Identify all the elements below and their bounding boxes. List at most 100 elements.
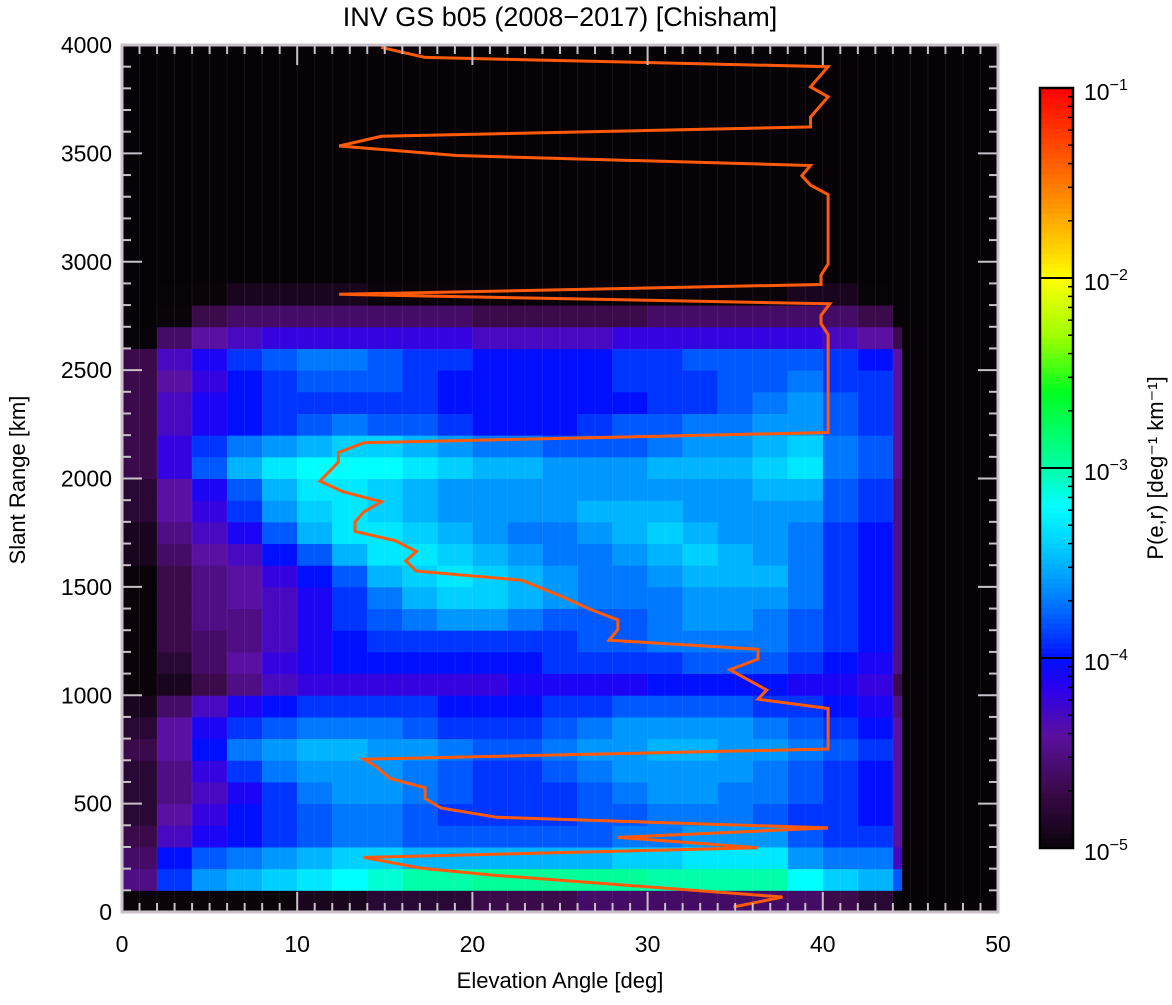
colorbar-segment [1040,643,1073,649]
heatmap-cell [507,825,543,848]
heatmap-cell [262,586,298,610]
heatmap-cell [752,435,789,458]
heatmap-cell [612,695,649,718]
heatmap-cell [332,890,368,913]
colorbar-segment [1040,288,1073,294]
colorbar-segment [1040,363,1073,369]
heatmap-cell [577,868,614,891]
heatmap-cell [542,825,579,848]
heatmap-cell [297,738,333,761]
colorbar-segment [1040,523,1073,529]
heatmap-cell [787,651,824,675]
colorbar-segment [1040,608,1073,614]
heatmap-cell [822,456,859,479]
heatmap-cell [262,673,298,696]
colorbar-segment [1040,543,1073,549]
colorbar-segment [1040,368,1073,374]
heatmap-cell [332,326,368,349]
heatmap-cell [122,890,158,913]
heatmap-cell [332,868,368,891]
heatmap-cell [192,565,228,588]
heatmap-cell [612,456,649,479]
colorbar-segment [1040,743,1073,749]
heatmap-cell [822,435,859,458]
heatmap-cell [437,716,473,740]
colorbar-segment [1040,798,1073,804]
heatmap-cell [332,738,368,761]
heatmap-cell [297,391,333,414]
heatmap-cell [612,521,649,545]
heatmap-cell [402,521,438,545]
heatmap-cell [787,391,824,414]
heatmap-cell [367,890,403,913]
colorbar-segment [1040,198,1073,204]
colorbar-segment [1040,503,1073,509]
colorbar-segment [1040,313,1073,319]
heatmap-cell [122,695,158,718]
heatmap-cell [647,738,684,761]
colorbar-segment [1040,348,1073,354]
heatmap-cell [157,391,193,414]
heatmap-cell [857,305,894,328]
heatmap-cell [822,825,859,848]
peak-elevation-line [317,45,833,909]
colorbar-segment [1040,478,1073,484]
heatmap-cell [822,846,859,870]
heatmap-cell [297,586,333,610]
colorbar-segment [1040,668,1073,674]
heatmap-cell [717,890,754,913]
heatmap-cell [157,846,193,870]
heatmap-cell [822,326,859,349]
heatmap-cell [507,413,543,436]
heatmap-cell [542,890,579,913]
heatmap-cell [542,326,579,349]
heatmap-cell [262,565,298,588]
colorbar-segment [1040,263,1073,269]
heatmap-cell [472,478,508,501]
heatmap-cell [122,868,158,891]
heatmap-cell [577,370,614,393]
heatmap-cell [752,868,789,891]
heatmap-cell [437,825,473,848]
colorbar-segment [1040,718,1073,724]
heatmap-cell [472,760,508,783]
heatmap-cell [157,305,193,328]
heatmap-cell [577,521,614,545]
heatmap-cell [752,760,789,783]
heatmap-cell [647,565,684,588]
heatmap-cell [297,521,333,545]
heatmap-cell [157,413,193,436]
heatmap-cell [402,695,438,718]
heatmap-cell [157,868,193,891]
heatmap-cell [717,586,754,610]
heatmap-cell [227,500,263,523]
heatmap-cell [892,695,903,718]
heatmap-cell [192,326,228,349]
heatmap-cell [227,738,263,761]
heatmap-cell [577,478,614,501]
heatmap-cell [367,370,403,393]
heatmap-cell [857,803,894,826]
heatmap-cell [857,868,894,891]
heatmap-cell [682,305,719,328]
colorbar-segment [1040,733,1073,739]
heatmap-cell [542,760,579,783]
heatmap-cell [472,521,508,545]
heatmap-cell [192,673,228,696]
heatmap-cell [437,630,473,653]
heatmap-cell [857,695,894,718]
heatmap-cell [647,478,684,501]
heatmap-cell [472,608,508,631]
heatmap-cell [787,521,824,545]
heatmap-cell [892,673,903,696]
colorbar-segment [1040,533,1073,539]
colorbar-segment [1040,573,1073,579]
heatmap-cell [437,456,473,479]
heatmap-cell [122,825,158,848]
colorbar-segment [1040,803,1073,809]
colorbar-segment [1040,438,1073,444]
x-axis-title: Elevation Angle [deg] [457,968,664,993]
heatmap-cell [227,543,263,566]
heatmap-cell [577,890,614,913]
heatmap-cell [192,695,228,718]
